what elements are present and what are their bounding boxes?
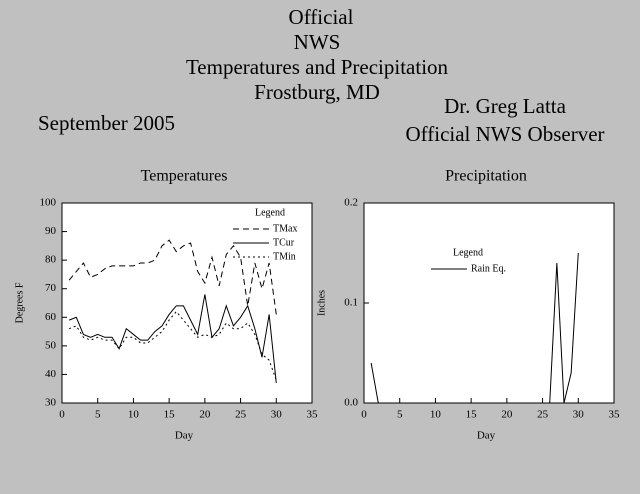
x-tick-label: 15 [466,409,478,421]
x-axis-label: Day [477,430,496,442]
y-tick-label: 60 [45,311,57,323]
y-tick-label: 90 [45,225,57,237]
plot-area [61,202,313,404]
legend-label: TCur [273,237,295,248]
plot-area [363,202,615,404]
x-tick-label: 25 [235,409,247,421]
series-line [68,239,277,315]
legend-title: Legend [453,247,483,258]
y-axis-label: Inches [316,290,327,316]
y-tick-label: 100 [40,197,57,209]
legend-title: Legend [255,207,285,218]
series-line [370,252,579,404]
x-tick-label: 0 [59,409,65,421]
title-line: Temperatures and Precipitation [186,55,449,79]
period: September 2005 [38,111,175,135]
y-tick-label: 0.1 [344,297,358,309]
series-line [68,294,277,384]
y-tick-label: 50 [45,339,57,351]
y-tick-label: 0.2 [344,197,358,209]
y-tick-label: 30 [45,397,57,409]
x-tick-label: 35 [307,409,319,421]
y-tick-label: 70 [45,282,57,294]
chart-title: Temperatures [141,168,228,185]
x-tick-label: 30 [573,409,585,421]
x-tick-label: 0 [361,409,367,421]
series-line [68,310,277,381]
chart-title: Precipitation [445,168,527,185]
observer: Dr. Greg Latta [444,94,567,118]
x-tick-label: 15 [164,409,176,421]
x-tick-label: 5 [95,409,101,421]
legend-label: TMin [273,251,296,262]
y-tick-label: 40 [45,368,57,380]
x-tick-label: 10 [128,409,140,421]
legend-label: Rain Eq. [471,263,506,274]
x-axis-label: Day [175,430,194,442]
x-tick-label: 20 [199,409,211,421]
x-tick-label: 35 [609,409,621,421]
x-tick-label: 10 [430,409,442,421]
y-axis-label: Degrees F [14,282,25,323]
x-tick-label: 25 [537,409,549,421]
y-tick-label: 80 [45,254,57,266]
title-line: NWS [294,30,341,54]
title-line: Frostburg, MD [254,80,380,104]
x-tick-label: 20 [501,409,513,421]
observer: Official NWS Observer [405,122,604,146]
x-tick-label: 5 [397,409,403,421]
legend-label: TMax [273,223,297,234]
x-tick-label: 30 [271,409,283,421]
y-tick-label: 0.0 [344,397,358,409]
title-line: Official [289,5,354,29]
